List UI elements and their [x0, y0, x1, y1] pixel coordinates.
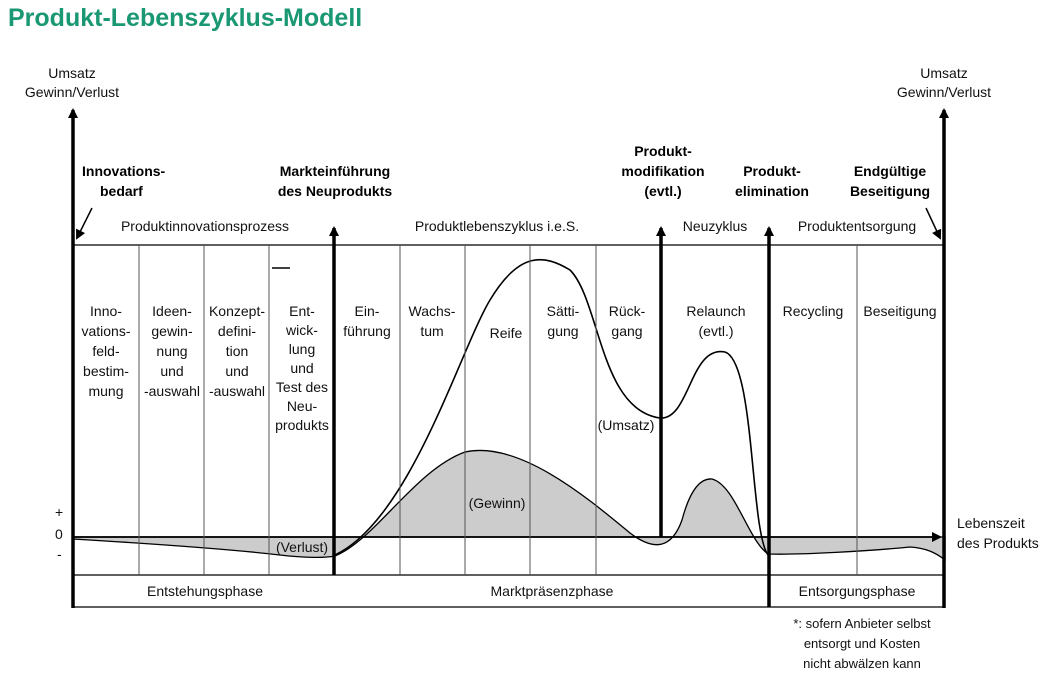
svg-text:(evtl.): (evtl.): [699, 323, 734, 339]
svg-text:Relaunch: Relaunch: [686, 303, 745, 319]
event-produktelimination-1: Produkt-: [743, 163, 801, 179]
svg-text:Rück-: Rück-: [609, 303, 646, 319]
svg-text:gung: gung: [547, 323, 578, 339]
phase-entstehung: Entstehungsphase: [147, 583, 263, 599]
stage-reife: Reife: [490, 325, 523, 341]
svg-text:produkts: produkts: [275, 417, 329, 433]
phase-entsorgung: Entsorgungsphase: [799, 583, 916, 599]
svg-text:Konzept-: Konzept-: [209, 303, 265, 319]
process-innovationsprozess: Produktinnovationsprozess: [121, 218, 289, 234]
right-axis-label-1: Umsatz: [920, 65, 967, 81]
svg-text:Ein-: Ein-: [355, 303, 380, 319]
svg-text:nung: nung: [156, 343, 187, 359]
process-neuzyklus: Neuzyklus: [683, 218, 748, 234]
svg-text:mung: mung: [88, 383, 123, 399]
stage-wachstum: Wachs- tum: [409, 303, 456, 339]
event-produktmodifikation-2: modifikation: [621, 163, 704, 179]
svg-text:-auswahl: -auswahl: [209, 383, 265, 399]
svg-text:Sätti-: Sätti-: [547, 303, 580, 319]
stage-dividers: [138, 245, 858, 575]
process-entsorgung: Produktentsorgung: [798, 218, 916, 234]
event-markteinfuehrung-1: Markteinführung: [280, 163, 390, 179]
svg-text:Test des: Test des: [276, 379, 328, 395]
x-axis-label-1: Lebenszeit: [957, 515, 1025, 531]
svg-text:defini-: defini-: [218, 323, 256, 339]
svg-text:Wachs-: Wachs-: [409, 303, 456, 319]
svg-text:und: und: [290, 360, 313, 376]
event-innovationsbedarf-2: bedarf: [100, 183, 143, 199]
stage-ideen: Ideen- gewin- nung und -auswahl: [144, 303, 200, 399]
stage-relaunch: Relaunch (evtl.): [686, 303, 745, 339]
event-beseitigung-1: Endgültige: [854, 163, 927, 179]
svg-text:bestim-: bestim-: [83, 363, 129, 379]
page-title: Produkt-Lebenszyklus-Modell: [8, 4, 362, 32]
svg-text:tum: tum: [420, 323, 443, 339]
curve-label-verlust: (Verlust): [276, 539, 328, 555]
event-produktelimination-2: elimination: [735, 183, 809, 199]
arrow-beseitigung: [925, 207, 942, 240]
profit-loss-area: [72, 449, 946, 562]
svg-text:und: und: [225, 363, 248, 379]
event-innovationsbedarf-1: Innovations-: [82, 163, 166, 179]
stage-konzept: Konzept- defini- tion und -auswahl: [209, 303, 265, 399]
axis-minus: -: [57, 546, 62, 562]
revenue-curve: [334, 258, 769, 556]
svg-text:gewin-: gewin-: [151, 323, 193, 339]
event-beseitigung-2: Beseitigung: [850, 183, 930, 199]
footnote-2: entsorgt und Kosten: [804, 636, 920, 651]
stage-entwicklung: Ent- wick- lung und Test des Neu- produk…: [275, 303, 329, 433]
svg-text:führung: führung: [343, 323, 390, 339]
process-lebenszyklus: Produktlebenszyklus i.e.S.: [415, 218, 579, 234]
svg-text:-auswahl: -auswahl: [144, 383, 200, 399]
axis-plus: +: [55, 504, 63, 520]
axis-zero: 0: [55, 526, 63, 542]
right-axis-label-2: Gewinn/Verlust: [897, 84, 991, 100]
stage-innovationsfeld: Inno- vations- feld- bestim- mung: [81, 303, 130, 399]
stage-beseitigung: Beseitigung: [863, 303, 936, 319]
left-axis-label-1: Umsatz: [48, 65, 95, 81]
svg-text:gang: gang: [611, 323, 642, 339]
svg-text:Neu-: Neu-: [287, 398, 318, 414]
stage-rueckgang: Rück- gang: [609, 303, 646, 339]
stage-saettigung: Sätti- gung: [547, 303, 580, 339]
svg-text:lung: lung: [289, 341, 315, 357]
event-produktmodifikation-3: (evtl.): [644, 183, 681, 199]
svg-text:feld-: feld-: [92, 343, 120, 359]
footnote-1: *: sofern Anbieter selbst: [793, 616, 931, 631]
footnote-3: nicht abwälzen kann: [803, 656, 921, 671]
event-produktmodifikation-1: Produkt-: [634, 143, 692, 159]
svg-text:wick-: wick-: [285, 322, 318, 338]
stage-einfuehrung: Ein- führung: [343, 303, 390, 339]
left-axis-label-2: Gewinn/Verlust: [25, 84, 119, 100]
svg-text:Ideen-: Ideen-: [152, 303, 192, 319]
stage-recycling: Recycling: [783, 303, 844, 319]
svg-text:tion: tion: [226, 343, 249, 359]
phase-marktpraesenz: Marktpräsenzphase: [491, 583, 614, 599]
arrow-innovationsbedarf: [76, 207, 93, 240]
svg-text:Ent-: Ent-: [289, 303, 315, 319]
svg-text:Inno-: Inno-: [90, 303, 122, 319]
event-markteinfuehrung-2: des Neuprodukts: [278, 183, 393, 199]
svg-text:und: und: [160, 363, 183, 379]
curve-label-gewinn: (Gewinn): [469, 495, 526, 511]
x-axis-label-2: des Produkts: [957, 535, 1039, 551]
svg-text:vations-: vations-: [81, 323, 130, 339]
curve-label-umsatz: (Umsatz): [598, 417, 655, 433]
